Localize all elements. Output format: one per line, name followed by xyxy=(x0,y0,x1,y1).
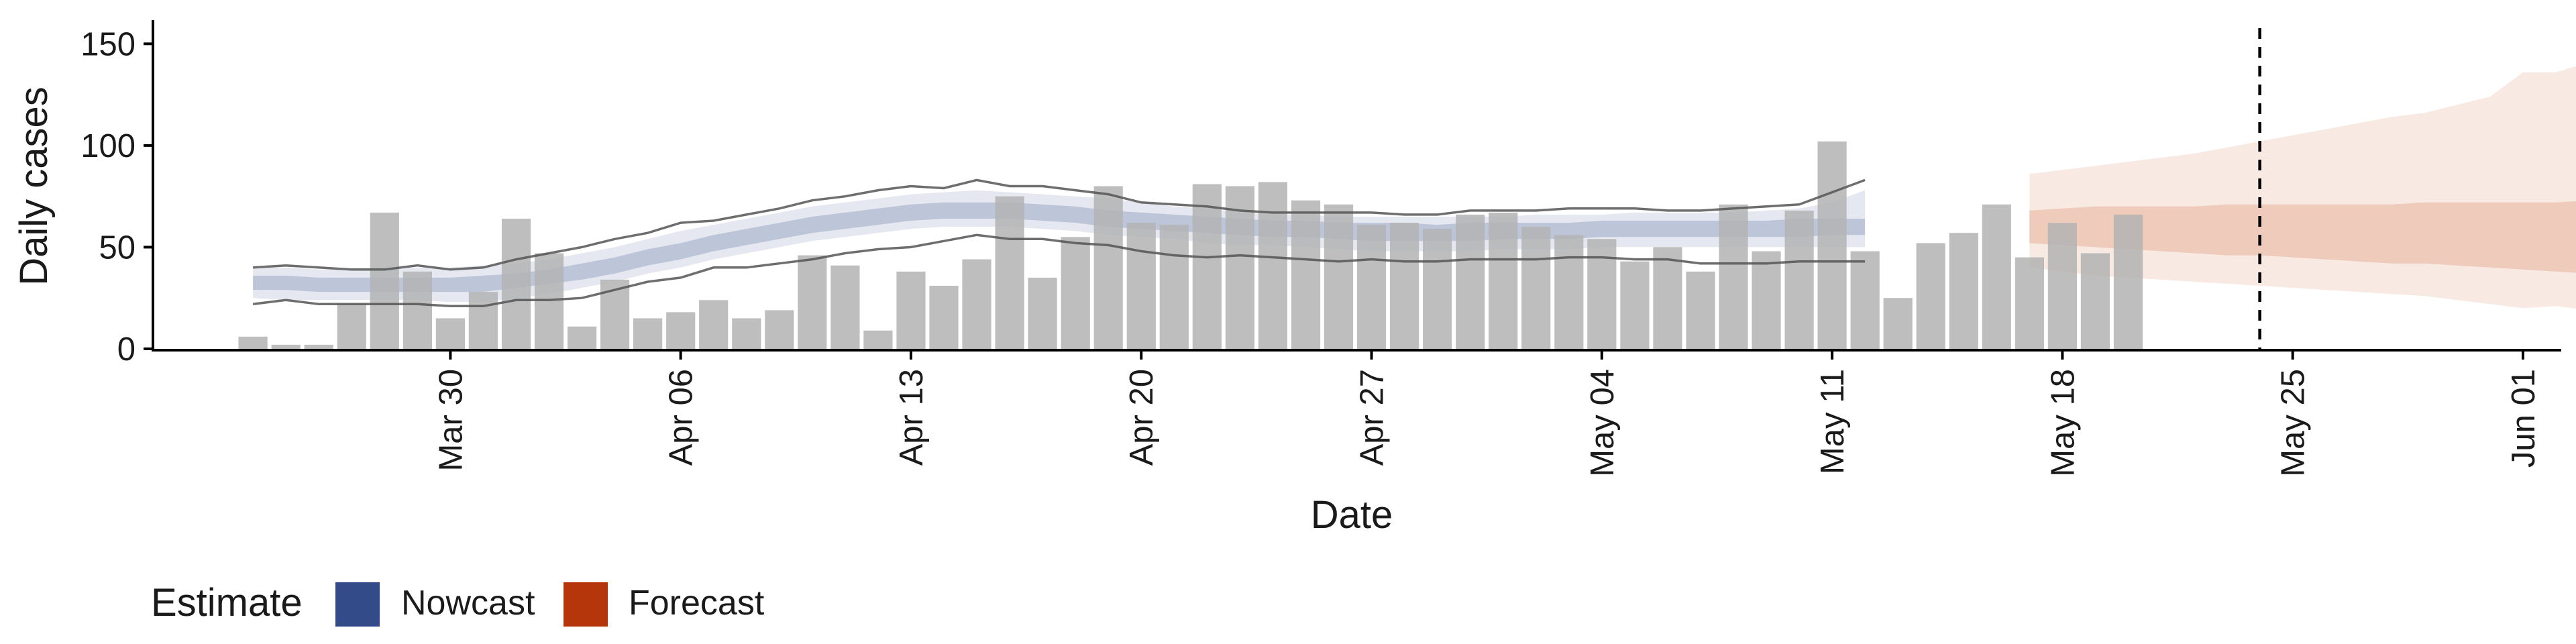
bar-17 xyxy=(798,255,827,349)
bar-3 xyxy=(337,304,366,349)
bar-25 xyxy=(1061,237,1090,349)
legend: Estimate Nowcast Forecast xyxy=(151,581,765,627)
bar-24 xyxy=(1028,277,1057,349)
bar-30 xyxy=(1225,186,1254,349)
bar-31 xyxy=(1258,182,1287,349)
bar-15 xyxy=(732,318,761,349)
x-axis-title: Date xyxy=(1311,493,1393,537)
bar-48 xyxy=(1817,141,1847,350)
bar-36 xyxy=(1423,229,1452,349)
bar-32 xyxy=(1291,200,1321,349)
x-tick-label-apr-13: Apr 13 xyxy=(894,369,930,466)
bar-22 xyxy=(962,259,991,349)
bar-44 xyxy=(1686,271,1715,349)
bar-51 xyxy=(1916,243,1945,349)
bar-35 xyxy=(1390,223,1419,349)
bar-54 xyxy=(2015,257,2044,349)
bar-7 xyxy=(468,292,498,349)
x-tick-label-may-11: May 11 xyxy=(1815,369,1851,474)
bar-26 xyxy=(1093,186,1123,349)
axes: 0 50 100 150 Mar 30 Apr 06 Apr 13 Apr 20 Apr 27 M… xyxy=(80,20,2561,477)
bar-34 xyxy=(1356,225,1387,349)
bar-14 xyxy=(699,300,729,350)
bar-1 xyxy=(271,344,301,349)
legend-swatch-nowcast xyxy=(335,582,380,627)
bound-lines xyxy=(252,178,1866,308)
bar-12 xyxy=(633,318,663,349)
bar-47 xyxy=(1784,210,1814,349)
x-tick-label-may-18: May 18 xyxy=(2045,369,2081,477)
bar-16 xyxy=(765,310,794,349)
bar-55 xyxy=(2047,223,2077,349)
legend-label-nowcast: Nowcast xyxy=(401,584,535,623)
x-tick-label-mar-30: Mar 30 xyxy=(433,369,469,472)
legend-label-forecast: Forecast xyxy=(629,584,765,623)
forecast-outer-band xyxy=(2029,66,2576,309)
bar-27 xyxy=(1126,223,1156,349)
bar-0 xyxy=(238,336,268,349)
bar-20 xyxy=(896,271,926,349)
legend-swatch-forecast xyxy=(564,582,608,627)
bar-41 xyxy=(1587,239,1617,349)
y-tick-label-50: 50 xyxy=(99,229,136,266)
bar-10 xyxy=(568,326,597,349)
y-axis-title: Daily cases xyxy=(12,87,56,286)
bar-45 xyxy=(1719,204,1748,349)
bar-46 xyxy=(1752,251,1781,349)
bar-4 xyxy=(370,212,399,349)
bar-56 xyxy=(2080,253,2110,349)
bar-57 xyxy=(2113,214,2143,349)
y-tick-label-100: 100 xyxy=(80,128,136,164)
bar-28 xyxy=(1159,225,1189,349)
bar-21 xyxy=(929,286,959,349)
bar-8 xyxy=(501,219,531,349)
bar-23 xyxy=(995,196,1024,349)
legend-title: Estimate xyxy=(151,581,303,625)
x-tick-label-may-04: May 04 xyxy=(1585,369,1621,477)
upper-bound-line xyxy=(252,178,1866,271)
bar-53 xyxy=(1982,204,2011,349)
bar-19 xyxy=(863,330,893,349)
x-tick-label-may-25: May 25 xyxy=(2275,369,2312,477)
bar-40 xyxy=(1554,235,1584,350)
y-tick-label-0: 0 xyxy=(117,331,136,368)
bar-49 xyxy=(1850,251,1880,349)
bar-38 xyxy=(1489,212,1518,349)
bar-33 xyxy=(1324,204,1354,349)
bar-6 xyxy=(435,318,465,349)
x-tick-label-jun-01: Jun 01 xyxy=(2506,369,2542,468)
bar-37 xyxy=(1456,214,1485,349)
lower-bound-line xyxy=(252,233,1866,308)
bar-13 xyxy=(666,312,696,349)
daily-case-bars xyxy=(238,141,2143,350)
forecast-inner-band xyxy=(2029,201,2576,273)
x-tick-label-apr-20: Apr 20 xyxy=(1124,369,1160,466)
bar-52 xyxy=(1949,233,1978,349)
x-tick-label-apr-27: Apr 27 xyxy=(1354,369,1391,466)
bar-29 xyxy=(1192,184,1222,349)
bar-2 xyxy=(304,344,333,349)
bar-18 xyxy=(830,265,860,349)
x-tick-label-apr-06: Apr 06 xyxy=(663,369,700,466)
bar-43 xyxy=(1653,247,1682,349)
bar-50 xyxy=(1883,298,1913,349)
bar-39 xyxy=(1521,227,1551,349)
bar-5 xyxy=(402,271,432,349)
bar-42 xyxy=(1620,261,1650,349)
y-tick-label-150: 150 xyxy=(80,26,136,62)
